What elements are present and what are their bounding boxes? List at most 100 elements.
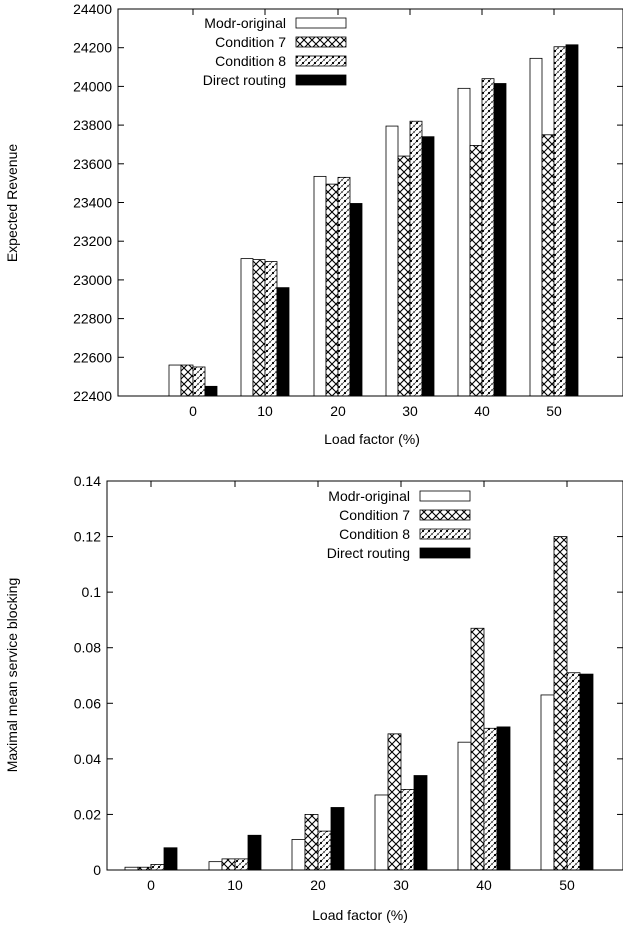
revenue-bar-direct-routing-0	[204, 385, 218, 397]
blocking-bar-direct-routing-50	[579, 673, 594, 871]
blocking-y-tick-label: 0.04	[74, 751, 101, 767]
blocking-x-axis-label: Load factor (%)	[312, 907, 408, 923]
blocking-bar-condition-7-10	[221, 858, 236, 871]
revenue-bar-direct-routing-10	[276, 287, 290, 397]
revenue-bar-condition-8-40	[481, 78, 495, 397]
revenue-y-tick-label: 23800	[73, 117, 112, 133]
blocking-y-tick-label: 0.1	[82, 584, 102, 600]
revenue-bar-condition-8-0	[192, 366, 206, 397]
revenue-bar-modr-original-40	[457, 87, 471, 397]
blocking-y-tick-label: 0.06	[74, 695, 101, 711]
revenue-bar-modr-original-30	[385, 125, 399, 397]
revenue-bar-condition-7-20	[325, 183, 339, 397]
revenue-legend-label-direct-routing: Direct routing	[203, 72, 286, 88]
blocking-bar-condition-8-10	[234, 858, 249, 871]
revenue-y-tick-label: 23200	[73, 233, 112, 249]
revenue-bar-direct-routing-20	[349, 203, 363, 397]
blocking-bar-condition-7-30	[387, 733, 402, 871]
revenue-y-tick-label: 22800	[73, 311, 112, 327]
blocking-x-tick-label: 50	[559, 877, 575, 893]
blocking-bar-modr-original-10	[208, 861, 223, 871]
blocking-bar-condition-7-40	[470, 627, 485, 871]
revenue-legend: Modr-original Condition 7 Condition 8 Direc…	[203, 15, 347, 88]
blocking-x-tick-label: 10	[227, 877, 243, 893]
blocking-bar-modr-original-40	[457, 741, 472, 871]
blocking-plot-frame	[106, 480, 623, 871]
revenue-bar-condition-8-50	[553, 46, 567, 397]
blocking-x-tick-label: 0	[147, 877, 155, 893]
blocking-bar-modr-original-50	[540, 694, 555, 871]
revenue-y-ticks: 22400 22600 22800 23000 23200 23400 23600 23800…	[73, 1, 623, 404]
revenue-x-tick-label: 0	[189, 403, 197, 419]
blocking-legend-swatch-direct-routing	[419, 547, 471, 559]
blocking-bar-condition-8-20	[317, 830, 332, 871]
revenue-legend-label-condition-7: Condition 7	[215, 34, 286, 50]
blocking-chart: 0 0.02 0.04 0.06 0.08 0.1 0.12 0.14 0 10 20 30 40 50…	[4, 473, 623, 923]
revenue-bar-condition-7-10	[252, 259, 266, 397]
blocking-y-tick-label: 0	[93, 862, 101, 878]
blocking-bar-direct-routing-40	[496, 726, 511, 871]
blocking-x-ticks: 0 10 20 30 40 50	[147, 481, 575, 893]
revenue-y-tick-label: 24200	[73, 40, 112, 56]
revenue-bar-condition-8-30	[409, 120, 423, 397]
blocking-bar-direct-routing-10	[247, 834, 262, 871]
revenue-legend-swatch-direct-routing	[295, 74, 347, 86]
revenue-bar-direct-routing-50	[565, 44, 579, 397]
revenue-bar-direct-routing-30	[421, 136, 435, 397]
blocking-legend-label-direct-routing: Direct routing	[327, 545, 410, 561]
revenue-y-tick-label: 22600	[73, 349, 112, 365]
revenue-x-tick-label: 10	[257, 403, 273, 419]
blocking-bar-condition-8-40	[483, 727, 498, 871]
blocking-y-tick-label: 0.08	[74, 640, 101, 656]
blocking-bar-modr-original-30	[374, 794, 389, 871]
blocking-x-tick-label: 20	[310, 877, 326, 893]
blocking-bars	[124, 536, 594, 871]
blocking-bar-condition-8-50	[566, 672, 581, 871]
blocking-bar-direct-routing-20	[330, 807, 345, 871]
blocking-x-tick-label: 30	[393, 877, 409, 893]
revenue-chart: 22400 22600 22800 23000 23200 23400 23600 23800…	[4, 1, 623, 447]
blocking-legend-swatch-condition-8	[419, 528, 471, 540]
revenue-bars	[168, 44, 579, 397]
blocking-bar-modr-original-20	[291, 839, 306, 871]
revenue-bar-condition-8-10	[264, 261, 278, 397]
revenue-y-tick-label: 23600	[73, 156, 112, 172]
blocking-legend-swatch-modr-original	[419, 490, 471, 502]
blocking-y-ticks: 0 0.02 0.04 0.06 0.08 0.1 0.12 0.14	[74, 473, 623, 878]
revenue-bar-condition-7-40	[469, 145, 483, 397]
blocking-bar-direct-routing-0	[163, 847, 178, 871]
revenue-y-tick-label: 23400	[73, 195, 112, 211]
revenue-bar-modr-original-0	[168, 364, 182, 397]
revenue-x-ticks: 0 10 20 30 40 50	[189, 9, 562, 419]
revenue-y-tick-label: 23000	[73, 272, 112, 288]
blocking-legend-label-condition-8: Condition 8	[339, 526, 410, 542]
blocking-x-tick-label: 40	[476, 877, 492, 893]
blocking-bar-condition-7-50	[553, 536, 568, 871]
blocking-legend-label-condition-7: Condition 7	[339, 507, 410, 523]
revenue-bar-condition-7-30	[397, 155, 411, 397]
revenue-legend-label-condition-8: Condition 8	[215, 53, 286, 69]
revenue-x-tick-label: 20	[330, 403, 346, 419]
revenue-x-tick-label: 50	[546, 403, 562, 419]
blocking-bar-condition-8-0	[150, 864, 165, 871]
blocking-bar-direct-routing-30	[413, 775, 428, 871]
revenue-y-tick-label: 22400	[73, 388, 112, 404]
blocking-y-axis-label: Maximal mean service blocking	[4, 578, 20, 773]
revenue-bar-condition-7-0	[180, 364, 194, 397]
revenue-legend-swatch-condition-8	[295, 55, 347, 67]
revenue-x-axis-label: Load factor (%)	[324, 431, 420, 447]
revenue-bar-condition-8-20	[337, 176, 351, 397]
revenue-bar-direct-routing-40	[493, 83, 507, 397]
blocking-legend: Modr-original Condition 7 Condition 8 Direc…	[327, 488, 471, 561]
revenue-legend-swatch-condition-7	[295, 36, 347, 48]
revenue-y-axis-label: Expected Revenue	[4, 144, 20, 263]
revenue-legend-swatch-modr-original	[295, 17, 347, 29]
revenue-bar-modr-original-20	[313, 175, 327, 397]
revenue-bar-modr-original-10	[240, 258, 254, 397]
revenue-legend-label-modr-original: Modr-original	[204, 15, 286, 31]
revenue-bar-modr-original-50	[529, 57, 543, 397]
blocking-legend-label-modr-original: Modr-original	[328, 488, 410, 504]
blocking-bar-condition-8-30	[400, 789, 415, 871]
revenue-x-tick-label: 40	[474, 403, 490, 419]
